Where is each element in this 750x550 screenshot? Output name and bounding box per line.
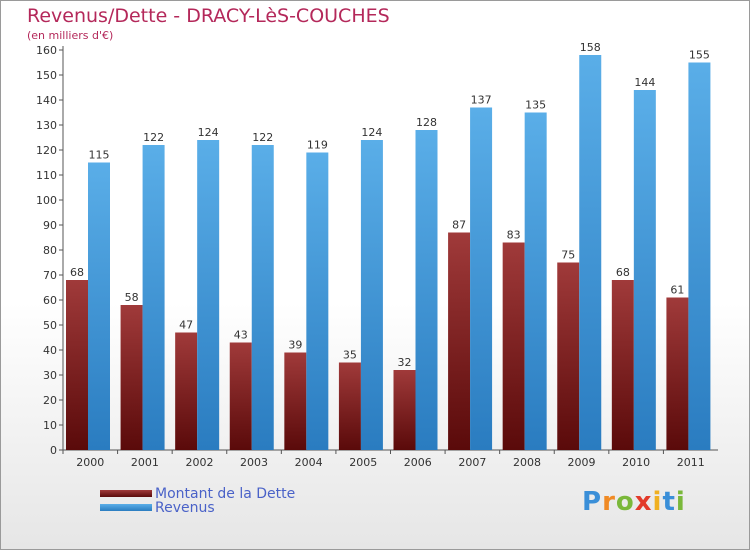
- y-tick-label: 120: [36, 144, 57, 157]
- data-label-revenue: 158: [580, 41, 601, 54]
- data-label-revenue: 119: [307, 139, 328, 152]
- logo-letter: o: [615, 487, 635, 517]
- x-tick-label: 2001: [131, 456, 159, 469]
- y-tick-label: 40: [43, 344, 57, 357]
- axes: 0 10 20 30 40 50 60 70 80 90 100 110 120 130 140 150 160…: [36, 44, 718, 469]
- data-label-debt: 58: [125, 291, 139, 304]
- logo-letter: i: [675, 487, 686, 517]
- y-tick-label: 20: [43, 394, 57, 407]
- bars: [66, 55, 711, 450]
- logo-letter: x: [634, 487, 653, 517]
- data-label-revenue: 124: [198, 126, 219, 139]
- y-tick-label: 60: [43, 294, 57, 307]
- bar-debt: [120, 305, 143, 450]
- logo-letter: P: [582, 487, 603, 517]
- chart-title: Revenus/Dette - DRACY-LèS-COUCHES: [27, 5, 390, 27]
- x-tick-label: 2008: [513, 456, 541, 469]
- data-label-debt: 32: [398, 356, 412, 369]
- y-tick-label: 130: [36, 119, 57, 132]
- logo-letter: r: [602, 487, 616, 517]
- y-tick-label: 110: [36, 169, 57, 182]
- bar-debt: [175, 332, 198, 450]
- bar-revenue: [251, 145, 274, 450]
- data-label-debt: 47: [179, 319, 193, 332]
- data-label-revenue: 135: [525, 99, 546, 112]
- bar-debt: [611, 280, 634, 450]
- data-label-debt: 68: [616, 266, 630, 279]
- bar-revenue: [415, 130, 438, 450]
- bar-revenue: [360, 140, 383, 450]
- data-label-revenue: 144: [634, 76, 655, 89]
- x-tick-label: 2011: [677, 456, 705, 469]
- data-label-debt: 68: [70, 266, 84, 279]
- data-label-debt: 75: [561, 249, 575, 262]
- bar-debt: [557, 262, 580, 450]
- data-label-debt: 35: [343, 349, 357, 362]
- proxiti-logo: Proxiti: [582, 487, 686, 517]
- bar-debt: [66, 280, 88, 450]
- x-tick-label: 2005: [349, 456, 377, 469]
- x-tick-label: 2002: [185, 456, 213, 469]
- y-tick-label: 0: [50, 444, 57, 457]
- bar-debt: [284, 352, 307, 450]
- y-tick-label: 140: [36, 94, 57, 107]
- data-label-revenue: 124: [361, 126, 382, 139]
- x-tick-label: 2010: [622, 456, 650, 469]
- bar-revenue: [88, 162, 110, 450]
- bar-revenue: [470, 107, 493, 450]
- legend-swatch-debt: [100, 490, 152, 497]
- data-label-debt: 39: [288, 339, 302, 352]
- bar-debt: [338, 362, 361, 450]
- data-label-debt: 83: [507, 229, 521, 242]
- bar-revenue: [197, 140, 220, 450]
- x-tick-label: 2007: [458, 456, 486, 469]
- bar-debt: [502, 242, 525, 450]
- x-tick-label: 2003: [240, 456, 268, 469]
- legend-label-revenue: Revenus: [155, 500, 215, 516]
- logo-letter: t: [662, 487, 676, 517]
- logo-letter: i: [652, 487, 663, 517]
- bar-revenue: [688, 62, 711, 450]
- data-label-revenue: 122: [252, 131, 273, 144]
- x-tick-label: 2009: [568, 456, 596, 469]
- y-tick-label: 30: [43, 369, 57, 382]
- data-label-revenue: 137: [471, 94, 492, 107]
- x-tick-label: 2000: [76, 456, 104, 469]
- bar-revenue: [579, 55, 602, 450]
- bar-revenue: [524, 112, 547, 450]
- bar-debt: [393, 370, 416, 450]
- data-label-revenue: 155: [689, 49, 710, 62]
- bar-debt: [666, 297, 689, 450]
- data-labels: 68 115 58 122 47 124 43 122 39 119 35 124 32 128 87 137…: [70, 41, 710, 369]
- x-tick-label: 2006: [404, 456, 432, 469]
- y-tick-label: 70: [43, 269, 57, 282]
- bar-revenue: [306, 152, 329, 450]
- y-tick-label: 150: [36, 69, 57, 82]
- y-tick-label: 80: [43, 244, 57, 257]
- y-tick-label: 160: [36, 44, 57, 57]
- data-label-debt: 43: [234, 329, 248, 342]
- data-label-revenue: 122: [143, 131, 164, 144]
- x-tick-label: 2004: [295, 456, 323, 469]
- bar-revenue: [142, 145, 165, 450]
- data-label-revenue: 115: [89, 149, 110, 162]
- y-tick-label: 50: [43, 319, 57, 332]
- data-label-debt: 87: [452, 219, 466, 232]
- data-label-debt: 61: [670, 284, 684, 297]
- y-tick-label: 10: [43, 419, 57, 432]
- y-tick-label: 100: [36, 194, 57, 207]
- legend-label-debt: Montant de la Dette: [155, 486, 296, 502]
- bar-revenue: [633, 90, 656, 450]
- y-tick-label: 90: [43, 219, 57, 232]
- legend-swatch-revenue: [100, 504, 152, 511]
- data-label-revenue: 128: [416, 116, 437, 129]
- bar-debt: [229, 342, 252, 450]
- chart-subtitle: (en milliers d'€): [27, 29, 114, 42]
- bar-debt: [448, 232, 471, 450]
